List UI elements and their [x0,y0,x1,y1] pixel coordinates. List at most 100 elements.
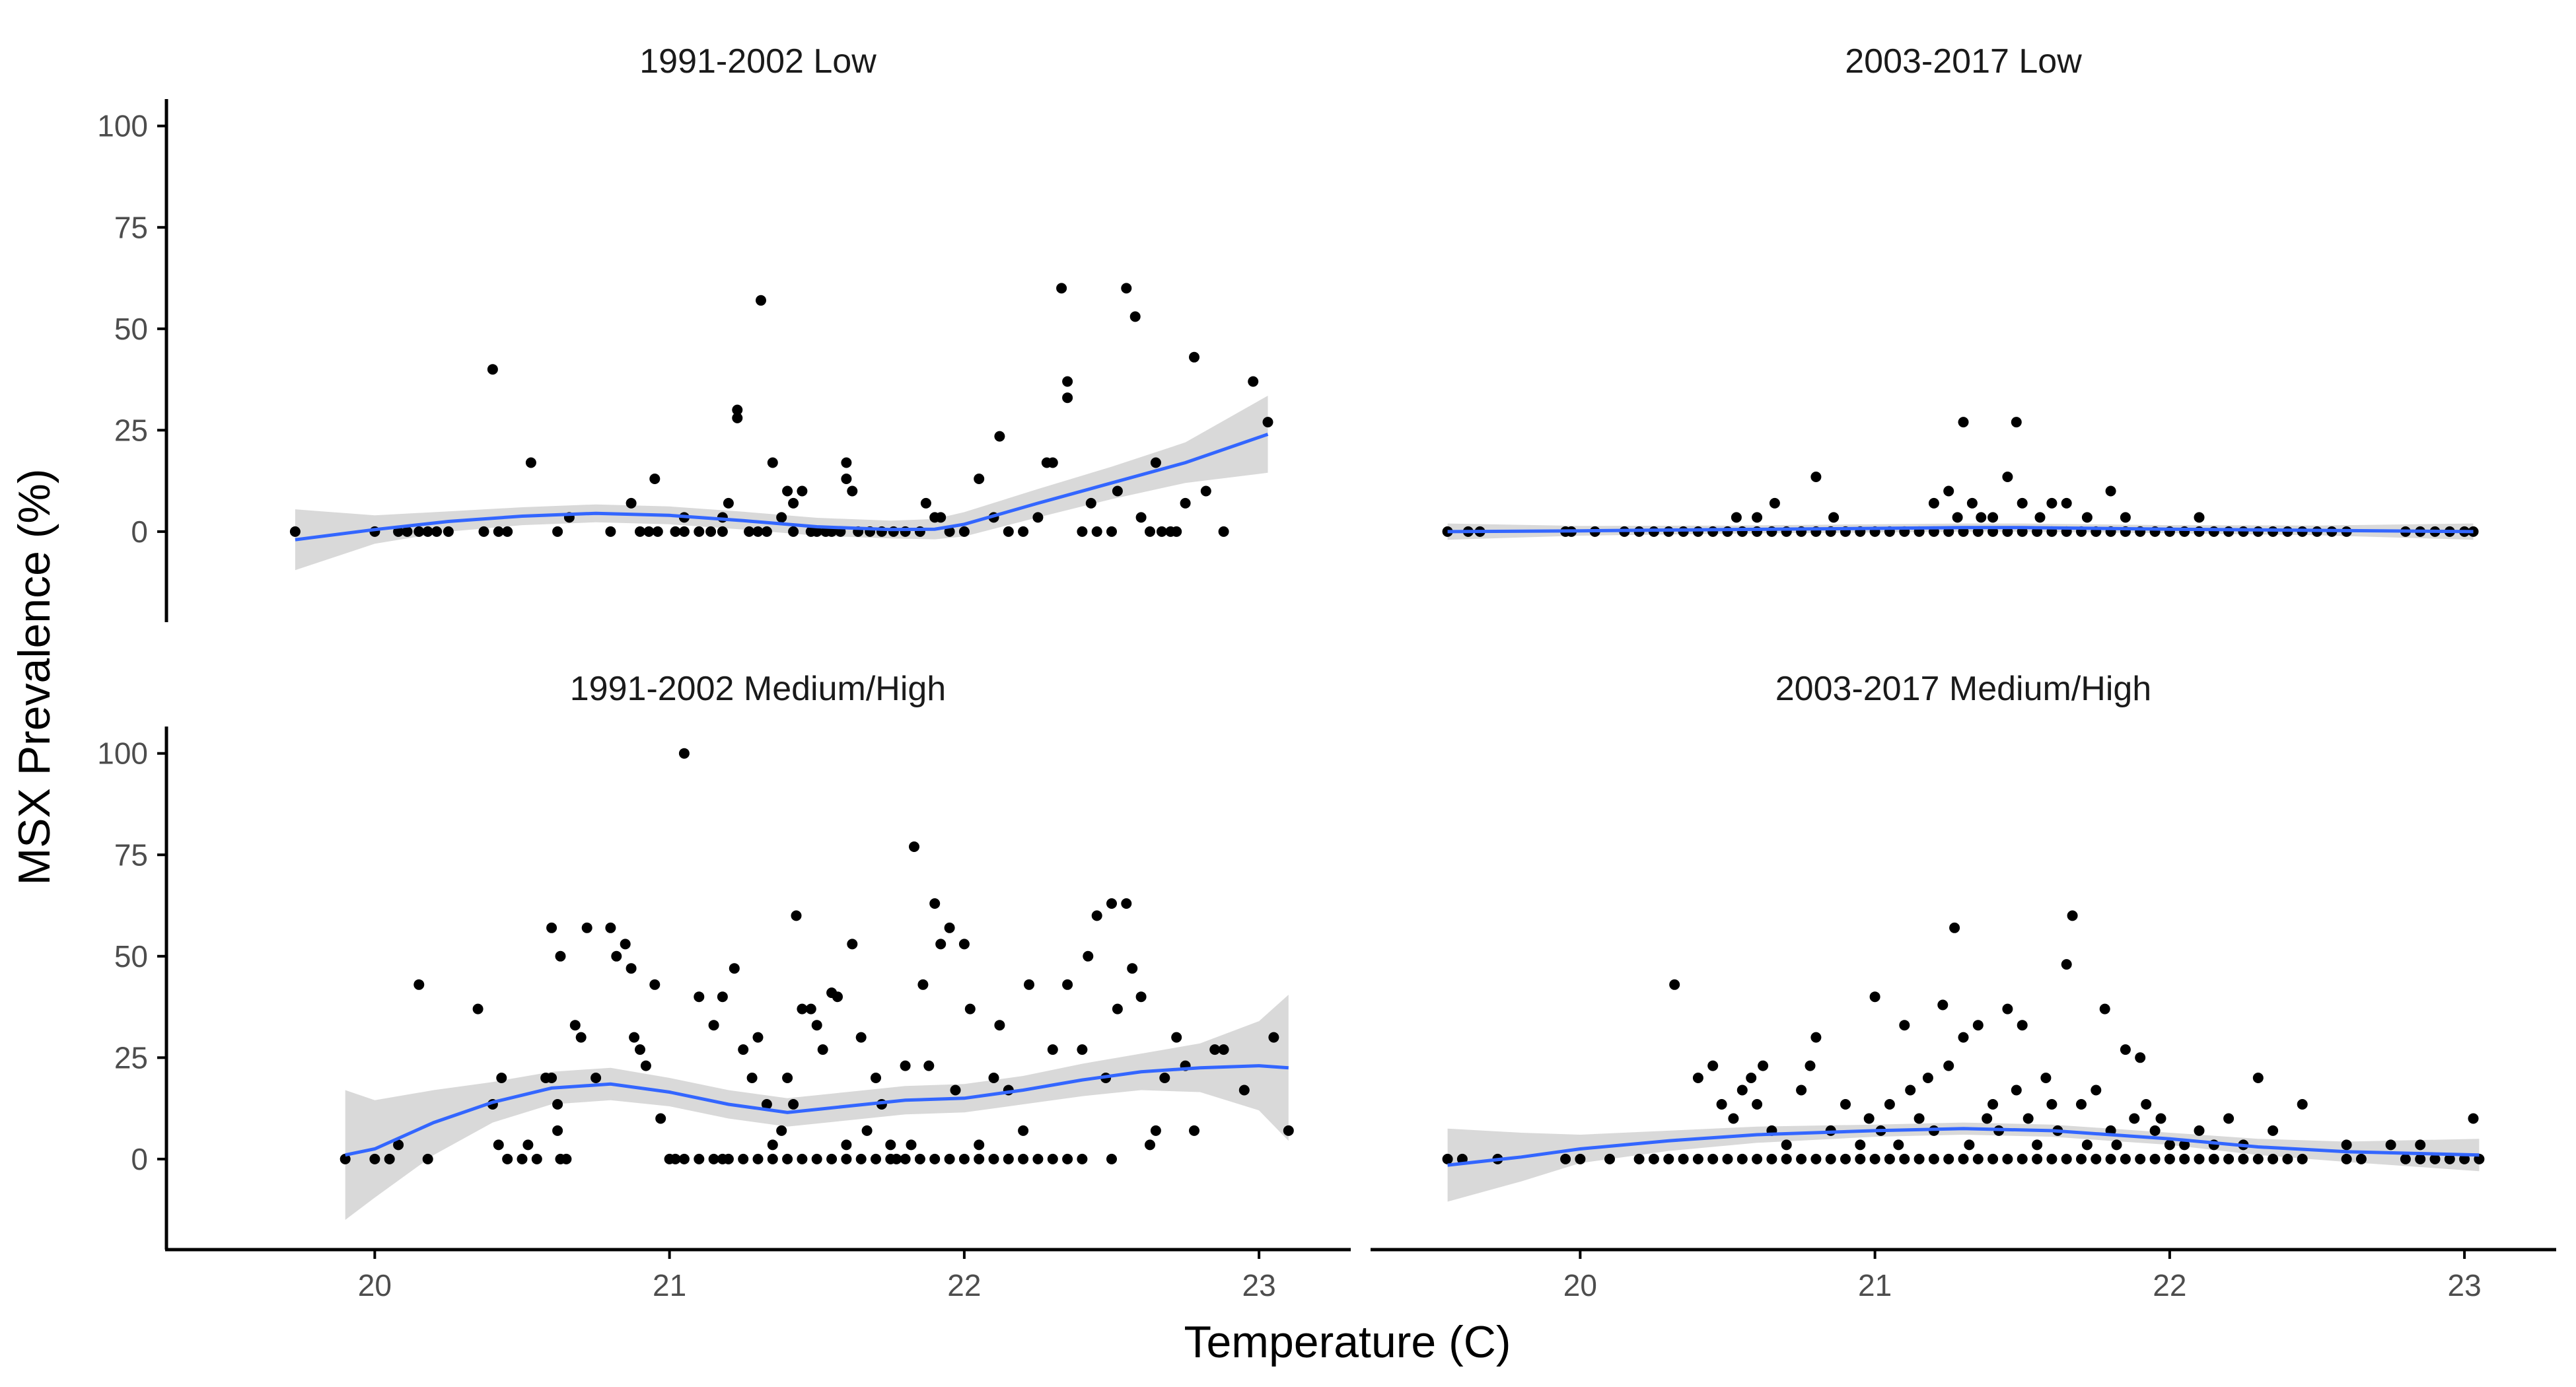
data-point [1156,526,1167,537]
y-tick-label: 50 [114,312,148,346]
data-point [2046,1099,2057,1110]
data-point [561,1153,572,1164]
data-point [811,1153,822,1164]
data-point [1810,472,1822,482]
data-point [2468,1113,2479,1124]
data-point [2149,1153,2161,1164]
data-point [1209,1044,1221,1055]
data-point [2081,1139,2093,1151]
data-point [581,922,592,933]
data-point [974,1139,985,1151]
facet-title: 2003-2017 Medium/High [1775,670,2151,708]
data-point [1047,457,1058,468]
data-point [776,512,787,523]
facet-panels: 1991-2002 Low 0 25 50 75 100 2003-2017 Low 1991… [97,42,2556,1302]
data-point [670,1153,681,1164]
data-point [2099,1003,2110,1014]
data-point [493,1139,504,1151]
data-point [1949,922,1960,933]
data-point [1189,351,1199,363]
data-point [732,404,743,415]
data-point [525,457,536,468]
data-point [1964,1139,1975,1151]
data-point [2061,959,2072,970]
data-point [1171,526,1182,537]
data-point [1135,512,1147,523]
data-point [552,1099,563,1110]
data-point [832,991,843,1003]
data-point [1893,1139,1904,1151]
y-tick-label: 50 [114,939,148,974]
data-point [340,1153,351,1164]
data-point [2017,1020,2028,1031]
data-point [744,526,755,537]
data-point [1987,1099,1999,1110]
data-point [605,922,616,933]
data-point [1032,512,1044,523]
data-point [1855,1139,1866,1151]
data-point [1283,1125,1294,1136]
data-point [1121,283,1132,294]
data-point [2120,1153,2131,1164]
data-point [2341,1153,2352,1164]
data-point [2091,1153,2102,1164]
data-point [988,1073,999,1083]
data-point [2011,417,2022,428]
data-point [2067,910,2078,921]
data-point [1840,1099,1851,1110]
data-point [1575,1153,1586,1164]
data-point [935,939,947,950]
data-point [635,1044,645,1055]
data-point [2194,1153,2205,1164]
facet-title: 1991-2002 Medium/High [570,670,946,708]
data-point [2252,1073,2264,1083]
data-point [1648,1153,1659,1164]
data-point [531,1153,542,1164]
data-point [1943,1060,1954,1071]
data-point [472,1003,483,1014]
data-point [847,485,858,497]
data-point [2208,1153,2219,1164]
data-point [626,497,637,509]
data-point [1781,1139,1792,1151]
y-tick-label: 25 [114,1040,148,1075]
data-point [917,979,929,990]
data-point [2111,1139,2122,1151]
data-point [1810,1153,1822,1164]
data-point [496,1073,507,1083]
data-point [2444,1153,2455,1164]
data-point [502,1153,513,1164]
data-point [1091,910,1102,921]
data-point [2252,1153,2264,1164]
data-point [923,1060,935,1071]
data-point [788,1099,799,1110]
data-point [2429,1153,2441,1164]
data-point [2252,526,2264,537]
data-point [2081,512,2093,523]
data-point [402,526,413,537]
data-point [1884,1153,1895,1164]
data-point [2282,1153,2293,1164]
smooth-line [295,433,1269,542]
data-point [2223,1153,2235,1164]
data-point [1062,376,1073,387]
data-point [1663,1153,1674,1164]
data-point [1752,512,1763,523]
data-point [723,1153,734,1164]
data-point [2091,1085,2102,1096]
y-tick-label: 100 [97,109,148,143]
data-point [620,939,631,950]
data-point [1032,1153,1044,1164]
y-axis-title: MSX Prevalence (%) [9,468,59,885]
data-point [1987,1153,1999,1164]
data-point [1018,526,1029,537]
data-point [678,526,690,537]
smooth-line [345,1064,1289,1157]
data-point [994,431,1005,442]
data-point [1976,512,1987,523]
data-point [2415,1153,2426,1164]
data-point [1914,1153,1925,1164]
data-point [1248,376,1259,387]
data-point [1982,1113,1993,1124]
